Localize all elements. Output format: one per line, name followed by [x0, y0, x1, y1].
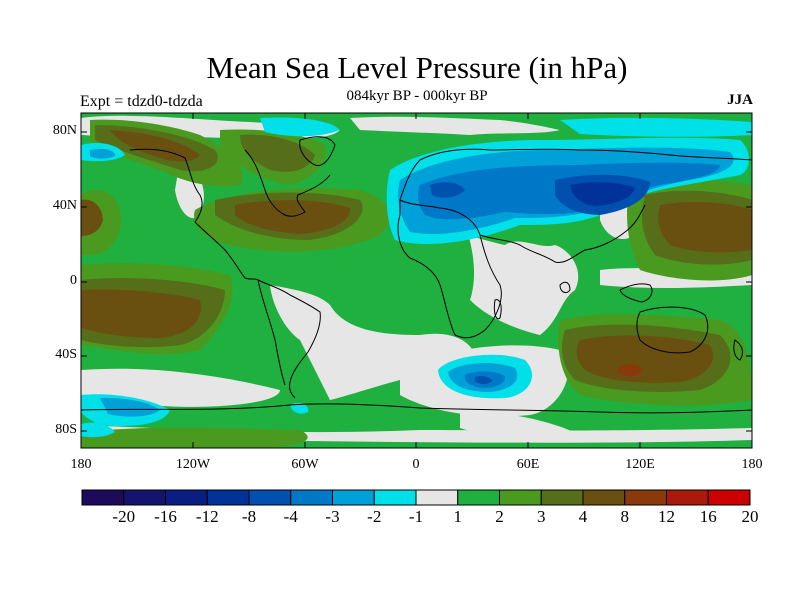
colorbar-label: 2 — [495, 507, 504, 526]
colorbar-swatch — [165, 489, 208, 506]
colorbar-label: 4 — [578, 507, 588, 526]
greenland — [299, 136, 336, 167]
colorbar-label: -1 — [408, 507, 424, 526]
colorbar-label: 1 — [453, 507, 463, 526]
colorbar-swatch — [540, 489, 584, 506]
indonesia — [619, 283, 653, 303]
chart-subtitle: 084kyr BP - 000kyr BP — [346, 88, 488, 104]
colorbar-swatch — [373, 489, 417, 506]
colorbar-swatch — [290, 489, 333, 506]
asia-south — [479, 204, 646, 264]
lon-label: 120E — [625, 457, 655, 472]
colorbar-label: -12 — [195, 507, 219, 526]
lat-label: 40S — [55, 347, 77, 362]
colorbar-label: -16 — [154, 507, 177, 526]
colorbar-label: -3 — [325, 507, 340, 526]
colorbar — [81, 489, 751, 506]
colorbar-swatch — [123, 489, 166, 506]
lat-label: 0 — [70, 273, 77, 288]
map-field — [81, 113, 752, 448]
colorbar-swatch — [666, 489, 709, 506]
new-zealand — [733, 339, 743, 361]
colorbar-label: -2 — [367, 507, 382, 526]
colorbar-swatch — [248, 489, 292, 506]
colorbar-label: 12 — [658, 507, 675, 526]
positive-regions-strong — [618, 364, 642, 376]
lat-label: 40N — [52, 198, 77, 213]
colorbar-swatch — [707, 489, 751, 506]
chart-title: Mean Sea Level Pressure (in hPa) — [206, 50, 628, 85]
experiment-label: Expt = tdzd0-tdzda — [80, 93, 203, 110]
madagascar — [493, 299, 502, 320]
antarctica — [81, 403, 752, 414]
axis-ticks — [80, 113, 753, 448]
south-america — [257, 279, 321, 399]
colorbar-label: -20 — [112, 507, 136, 526]
lon-label: 60W — [291, 457, 319, 472]
lat-label: 80N — [52, 123, 77, 138]
colorbar-swatch — [81, 489, 125, 506]
colorbar-swatch — [206, 489, 250, 506]
lat-label: 80S — [55, 422, 77, 437]
lon-label: 180 — [70, 457, 92, 472]
negative-regions-stronger — [570, 182, 635, 206]
colorbar-label: 3 — [537, 507, 546, 526]
colorbar-swatch — [582, 489, 626, 506]
coastlines — [81, 136, 752, 414]
colorbar-label: 8 — [620, 507, 630, 526]
lon-label: 180 — [741, 457, 763, 472]
lon-label: 60E — [516, 457, 540, 472]
colorbar-label: 16 — [699, 507, 717, 526]
colorbar-swatch — [624, 489, 667, 506]
season-label: JJA — [727, 92, 753, 108]
positive-regions-brown — [81, 130, 752, 383]
colorbar-swatch — [499, 489, 542, 506]
colorbar-label: -4 — [283, 507, 298, 526]
sri-lanka — [559, 281, 571, 293]
colorbar-swatch — [415, 489, 459, 506]
australia — [636, 306, 709, 354]
colorbar-label: -8 — [241, 507, 257, 526]
lon-label: 0 — [412, 457, 420, 472]
north-america-west-coast — [129, 148, 259, 281]
africa — [397, 199, 502, 339]
colorbar-swatch — [457, 489, 500, 506]
colorbar-label: 20 — [741, 507, 759, 526]
lon-label: 120W — [175, 457, 211, 472]
north-america-east-coast — [244, 149, 331, 217]
south-america-west — [257, 279, 286, 386]
colorbar-swatch — [332, 489, 375, 506]
eurasia-north — [399, 148, 752, 201]
